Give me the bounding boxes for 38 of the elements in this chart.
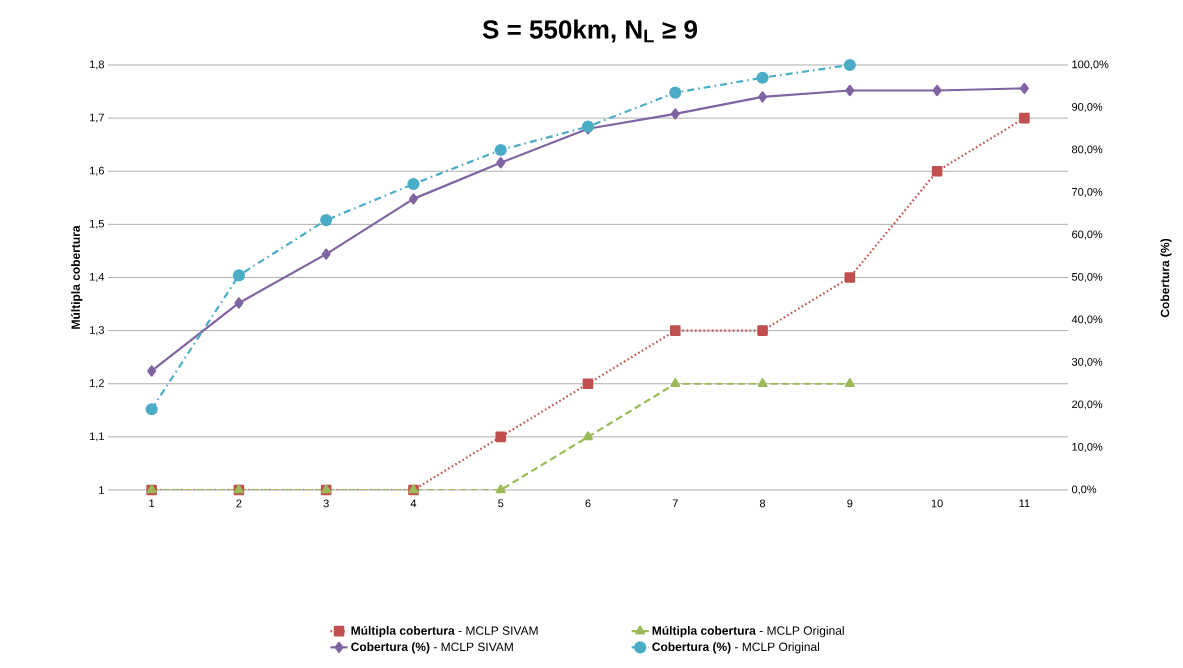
y-tick-label: 1,4: [90, 273, 105, 282]
y2-tick-label: 20,0%: [1072, 400, 1103, 410]
y2-tick-label: 60,0%: [1072, 230, 1103, 240]
y2-tick-label: 10,0%: [1072, 442, 1103, 453]
y2-tick-label: 30,0%: [1071, 357, 1103, 368]
y2-tick-label: 90,0%: [1072, 102, 1103, 113]
x-tick-label: 5: [498, 499, 504, 508]
x-tick-label: 11: [1019, 499, 1030, 508]
y-tick-label: 1,5: [90, 219, 105, 229]
chart-title: S = 550km, N$_{L}$ ≥ 9: [482, 19, 698, 43]
x-tick-label: 2: [236, 499, 242, 508]
legend-label: Múltipla cobertura - MCLP Original: [652, 625, 844, 638]
x-tick-label: 6: [585, 499, 591, 508]
x-tick-label: 8: [759, 499, 766, 508]
y2-tick-label: 40,0%: [1071, 315, 1103, 325]
y-tick-label: 1,3: [90, 326, 104, 336]
x-tick-label: 9: [847, 499, 853, 508]
y2-tick-label: 80,0%: [1072, 145, 1103, 155]
y2-axis-title: Cobertura (%): [1160, 238, 1172, 318]
x-tick-label: 3: [323, 499, 329, 508]
y2-tick-label: 0,0%: [1071, 485, 1097, 495]
y2-tick-label: 100,0%: [1072, 60, 1109, 70]
x-tick-label: 4: [410, 499, 417, 508]
y-tick-label: 1: [99, 486, 104, 494]
legend-label: Cobertura (%) - MCLP Original: [652, 642, 820, 654]
x-tick-label: 10: [931, 499, 943, 508]
x-tick-label: 1: [149, 499, 155, 508]
y-tick-label: 1,8: [90, 60, 104, 70]
y-tick-label: 1,6: [90, 166, 104, 176]
legend-label: Múltipla cobertura - MCLP SIVAM: [351, 625, 538, 638]
legend-label: Cobertura (%) - MCLP SIVAM: [351, 642, 513, 654]
y2-tick-label: 50,0%: [1071, 272, 1103, 283]
y-axis-title: Múltipla cobertura: [71, 225, 83, 329]
y2-tick-label: 70,0%: [1072, 187, 1103, 198]
y-tick-label: 1,7: [90, 113, 104, 123]
y-tick-label: 1,2: [90, 379, 104, 389]
x-tick-label: 7: [672, 499, 678, 508]
y-tick-label: 1,1: [90, 432, 104, 442]
